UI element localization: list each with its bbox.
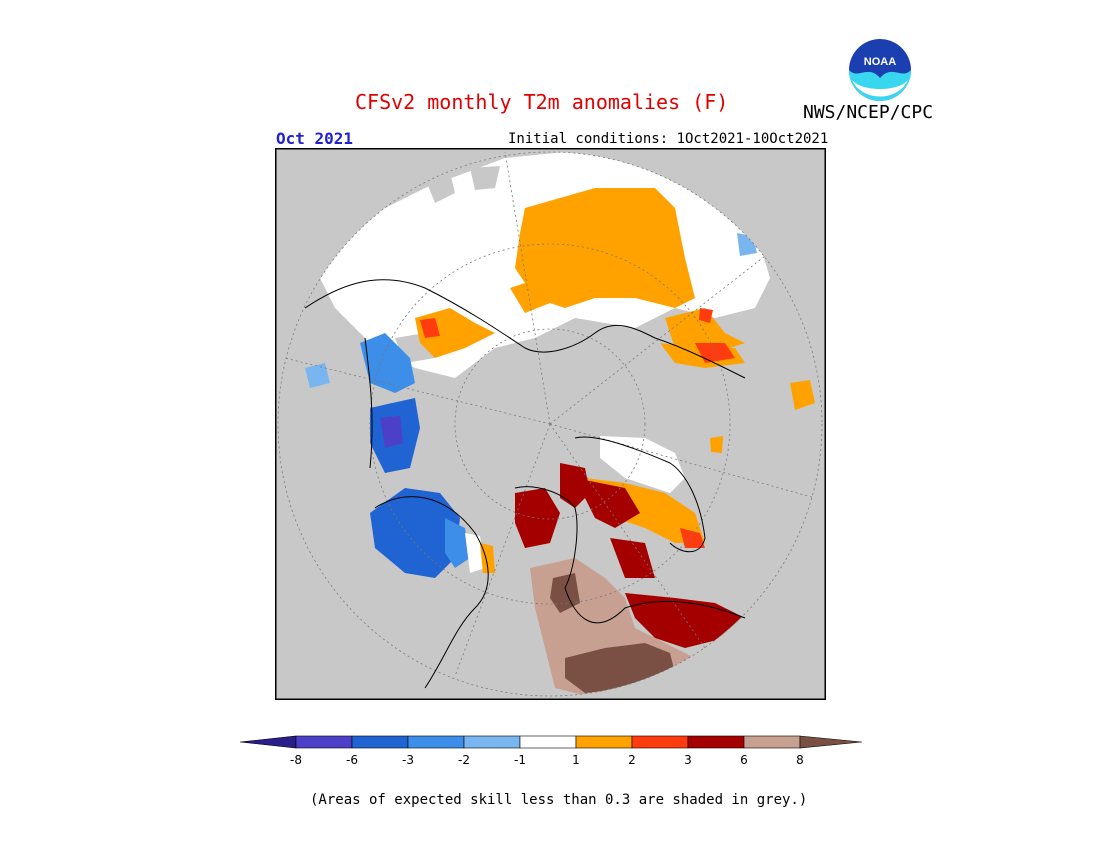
cool-region-alaska (370, 488, 460, 578)
map-frame (275, 148, 826, 700)
colorbar-swatch (631, 735, 689, 749)
hot-region-arctic-islands (560, 463, 590, 508)
colorbar-swatch (687, 735, 745, 749)
forecast-month: Oct 2021 (276, 129, 354, 148)
warm-region-asia-spot (710, 436, 723, 453)
colorbar-tick-label: 8 (796, 753, 804, 767)
chart-title: CFSv2 monthly T2m anomalies (F) (355, 90, 729, 114)
hot-region-labrador (625, 593, 745, 648)
cold-region-chukotka-core (380, 416, 403, 448)
colorbar-tick-label: -1 (514, 753, 526, 767)
hot-region-canadian-arctic (575, 478, 640, 528)
warm-region-siberia (515, 188, 695, 308)
colorbar-swatch (743, 735, 801, 749)
coastlines (304, 279, 746, 689)
colorbar-swatch (575, 735, 633, 749)
grey-patch-north (425, 173, 455, 203)
neutral-region-greenland (600, 436, 685, 493)
cool-region-kamchatka (305, 363, 330, 388)
colorbar-arrow-high (799, 735, 863, 749)
noaa-logo-icon: NOAA (849, 39, 911, 101)
warm-region-red-spot-3 (699, 308, 713, 323)
colorbar-tick-label: 2 (628, 753, 636, 767)
logo-text: NOAA (864, 56, 896, 68)
colorbar-arrow-low (239, 735, 297, 749)
warm-region-china (790, 380, 815, 410)
hot-region-baffin (610, 538, 655, 578)
warm-region-mediterranean (510, 278, 550, 313)
warm-region-far-east (665, 308, 745, 353)
colorbar-tick-label: -2 (458, 753, 470, 767)
extreme-region-nw-territories (550, 573, 580, 613)
initial-conditions: Initial conditions: 1Oct2021-10Oct2021 (508, 131, 829, 147)
agency-label: NWS/NCEP/CPC (803, 102, 934, 123)
colorbar-swatch (295, 735, 353, 749)
colorbar-swatch (463, 735, 521, 749)
graticule (277, 151, 823, 697)
colorbar-tick-label: 6 (740, 753, 748, 767)
grey-patch-north-2 (470, 166, 500, 190)
cool-region-alaska-light (445, 518, 470, 568)
colorbar-swatch (407, 735, 465, 749)
colorbar-tick-label: -6 (346, 753, 358, 767)
polar-anomaly-map (275, 148, 826, 700)
warm-region-greenland-red (680, 528, 705, 548)
colorbar-tick-label: -8 (290, 753, 302, 767)
colorbar-legend: -8 -6 -3 -2 -1 1 2 3 6 8 (239, 735, 863, 767)
colorbar-swatch (519, 735, 577, 749)
colorbar-tick-label: -3 (402, 753, 414, 767)
skill-footnote: (Areas of expected skill less than 0.3 a… (310, 792, 808, 808)
colorbar-swatch (351, 735, 409, 749)
colorbar-ticks: -8 -6 -3 -2 -1 1 2 3 6 8 (290, 753, 804, 767)
cool-region-east-siberia (360, 333, 415, 393)
warm-region-red-spot-1 (420, 318, 440, 338)
colorbar-swatches (239, 735, 863, 749)
colorbar-tick-label: 3 (684, 753, 692, 767)
colorbar-tick-label: 1 (572, 753, 580, 767)
